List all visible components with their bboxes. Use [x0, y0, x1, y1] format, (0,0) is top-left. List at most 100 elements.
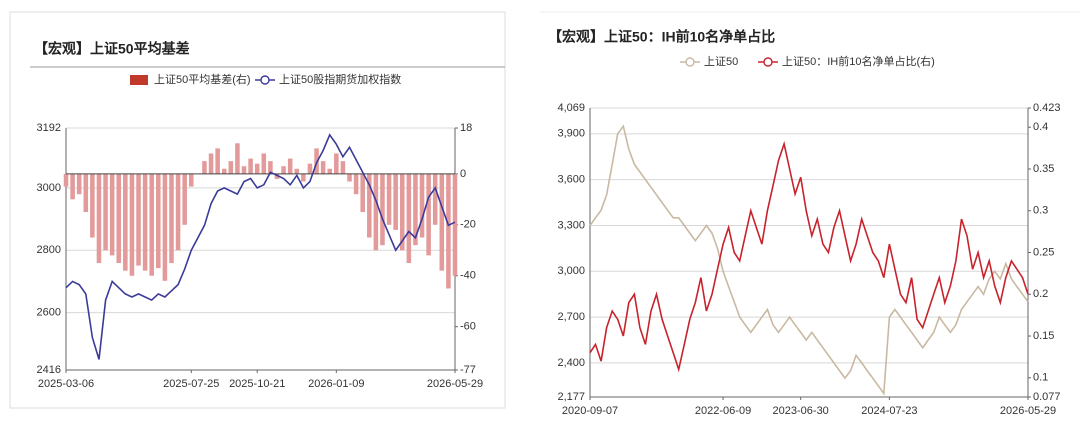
- y2-tick-label: -60: [460, 321, 476, 333]
- bar: [406, 173, 412, 264]
- y-tick-label: 3000: [37, 182, 61, 194]
- x-tick-label: 2020-09-07: [562, 405, 618, 417]
- bar: [287, 158, 293, 174]
- legend-label: 上证50平均基差(右): [154, 72, 251, 86]
- series-line: [589, 124, 1029, 396]
- bar: [202, 161, 207, 174]
- bar: [452, 173, 458, 276]
- y2-tick-label: 0.2: [1033, 288, 1048, 300]
- bar: [380, 173, 385, 246]
- y2-tick-label: 0: [460, 168, 466, 180]
- bar: [340, 161, 346, 174]
- y-tick-label: 3,600: [557, 174, 585, 186]
- bar: [116, 173, 122, 264]
- bar: [142, 173, 148, 271]
- x-tick-label: 2023-06-30: [773, 405, 829, 417]
- bar: [96, 173, 102, 264]
- bar: [103, 173, 108, 251]
- bar: [426, 173, 431, 256]
- y-tick-label: 3192: [37, 122, 61, 134]
- bar: [399, 173, 405, 251]
- bar: [129, 173, 135, 276]
- x-tick-label: 2026-05-29: [427, 378, 483, 390]
- y2-tick-label: 0.423: [1033, 102, 1061, 114]
- legend-marker: [763, 57, 773, 67]
- legend-marker: [685, 57, 695, 67]
- bar: [314, 148, 319, 174]
- bar: [169, 173, 174, 264]
- bar: [182, 173, 187, 225]
- bar: [261, 153, 267, 174]
- y-tick-label: 3,000: [557, 265, 585, 277]
- y-tick-label: 2800: [37, 244, 61, 256]
- bar: [373, 173, 379, 251]
- bar: [63, 173, 69, 187]
- bar: [334, 153, 339, 174]
- bar: [347, 173, 352, 182]
- y-tick-label: 2600: [37, 307, 61, 319]
- y2-tick-label: 0.3: [1033, 205, 1048, 217]
- bar: [360, 173, 365, 213]
- bar: [241, 166, 247, 174]
- bar: [175, 173, 181, 251]
- bar: [446, 173, 451, 289]
- x-tick-label: 2025-03-06: [38, 378, 94, 390]
- bar: [248, 158, 253, 174]
- x-tick-label: 2024-07-23: [861, 405, 917, 417]
- y2-tick-label: 0.25: [1033, 246, 1054, 258]
- legend-swatch: [130, 75, 148, 85]
- x-tick-label: 2025-10-21: [229, 378, 285, 390]
- bar: [274, 173, 280, 179]
- bar: [109, 173, 115, 256]
- y-tick-label: 3,300: [557, 219, 585, 231]
- bar: [208, 153, 214, 174]
- bar: [235, 143, 240, 174]
- bar: [156, 173, 161, 269]
- bar: [136, 173, 141, 266]
- bar: [123, 173, 128, 271]
- y-tick-label: 2,177: [557, 391, 585, 403]
- chart-title: 【宏观】上证50：IH前10名净单占比: [548, 29, 775, 45]
- bar: [320, 161, 326, 174]
- bar: [353, 173, 359, 195]
- bar: [301, 173, 306, 182]
- bar: [189, 173, 194, 187]
- bar: [162, 173, 168, 281]
- bar: [367, 173, 372, 238]
- y2-tick-label: 18: [460, 122, 472, 134]
- bar: [413, 173, 418, 246]
- legend-label: 上证50股指期货加权指数: [279, 72, 401, 86]
- bar: [419, 173, 425, 238]
- bar: [393, 173, 398, 230]
- bar: [83, 173, 89, 213]
- bar: [386, 173, 392, 225]
- legend-label: 上证50: [704, 55, 738, 68]
- y2-tick-label: 0.15: [1033, 330, 1054, 342]
- bar: [268, 161, 273, 174]
- y-tick-label: 3,900: [557, 128, 585, 140]
- bar: [76, 173, 82, 195]
- bar: [215, 148, 220, 174]
- bar: [254, 163, 260, 174]
- y2-tick-label: -40: [460, 270, 476, 282]
- y-tick-label: 2416: [37, 364, 61, 376]
- bar: [70, 173, 75, 200]
- bar: [221, 168, 227, 174]
- x-tick-label: 2026-05-29: [1000, 405, 1056, 417]
- legend-label: 上证50：IH前10名净单占比(右): [782, 54, 935, 68]
- bar: [294, 168, 300, 174]
- y2-tick-label: -77: [460, 364, 476, 376]
- y2-tick-label: -20: [460, 219, 476, 231]
- y2-tick-label: 0.1: [1033, 372, 1048, 384]
- x-tick-label: 2025-07-25: [163, 378, 219, 390]
- x-tick-label: 2022-06-09: [695, 405, 751, 417]
- bar: [432, 173, 438, 225]
- bar: [327, 168, 332, 174]
- bar: [149, 173, 154, 276]
- y-tick-label: 2,400: [557, 357, 585, 369]
- series-line: [589, 140, 1029, 373]
- y2-tick-label: 0.077: [1033, 391, 1061, 403]
- bar: [439, 173, 445, 271]
- series-line: [65, 133, 456, 360]
